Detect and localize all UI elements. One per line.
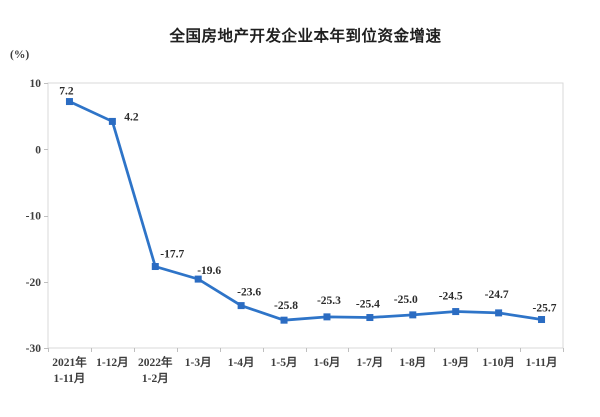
x-tick-label: 1-9月 [442,356,469,369]
data-point-marker [151,263,159,271]
y-tick-label: 10 [30,78,42,90]
data-point-marker [108,117,116,125]
data-point-label: -23.6 [237,287,261,299]
data-point-label: -17.7 [160,249,184,261]
data-point-marker [409,311,417,319]
x-tick-label: 1-8月 [399,356,426,369]
data-point-label: -25.7 [533,303,557,315]
data-point-label: -25.4 [356,299,380,311]
plot-border [47,82,564,349]
data-point-label: -24.5 [439,291,463,303]
data-point-marker [538,316,546,324]
data-point-marker [65,98,73,106]
data-point-label: -25.3 [317,295,341,307]
series-line [68,100,542,322]
chart-title: 全国房地产开发企业本年到位资金增速 [169,28,442,45]
data-point-label: -24.7 [485,289,509,301]
data-point-marker [452,308,460,316]
data-point-label: 4.2 [124,111,139,123]
data-point-label: -25.0 [394,294,418,306]
x-tick-label: 1-10月 [482,356,515,369]
x-tick-label: 1-3月 [185,356,212,369]
y-tick-label: -20 [26,277,42,289]
y-axis-unit-label: (%) [10,49,30,61]
data-point-marker [366,314,374,322]
data-point-marker [323,313,331,321]
x-tick-label: 1-6月 [314,356,341,369]
x-tick-label: 1-11月 [526,356,558,369]
x-tick-label: 1-5月 [271,356,298,369]
x-tick-label: 1-12月 [96,356,129,369]
y-tick-label: -10 [26,211,42,223]
data-point-label: 7.2 [59,86,74,98]
x-tick-label: 2021年 1-11月 [52,355,87,385]
data-point-marker [280,316,288,324]
x-tick-label: 1-7月 [356,356,383,369]
x-tick-label: 2022年 1-2月 [138,355,173,385]
data-point-marker [237,302,245,310]
data-point-label: -25.8 [274,300,298,312]
y-tick-label: -30 [26,343,42,355]
y-tick-label: 0 [35,144,41,156]
data-point-marker [495,309,503,317]
data-point-label: -19.6 [197,265,221,277]
data-point-marker [194,275,202,283]
x-tick-label: 1-4月 [228,356,255,369]
